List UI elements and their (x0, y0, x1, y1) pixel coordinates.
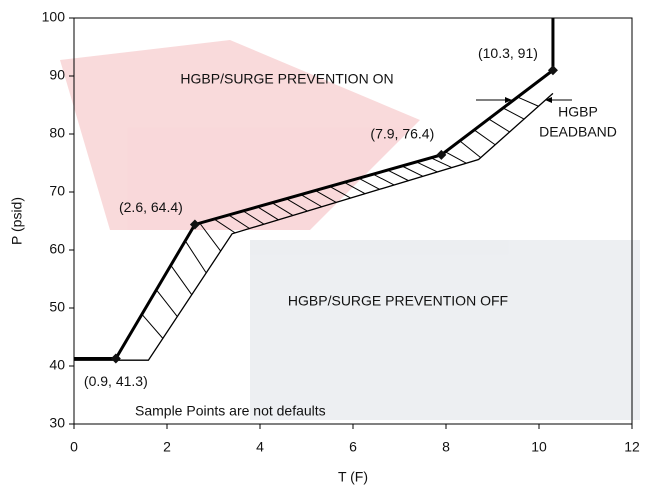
y-tick-label: 30 (49, 415, 65, 431)
hatch (473, 129, 496, 146)
x-tick-label: 10 (531, 439, 547, 455)
y-tick-label: 70 (49, 183, 65, 199)
annotation: DEADBAND (539, 124, 617, 140)
data-point (110, 353, 121, 364)
point-label: (2.6, 64.4) (119, 199, 183, 215)
hatch (430, 157, 453, 169)
arrowhead (545, 97, 552, 103)
point-label: (10.3, 91) (478, 45, 538, 61)
x-tick-label: 12 (624, 439, 640, 455)
x-tick-label: 6 (349, 439, 357, 455)
y-tick-label: 80 (49, 125, 65, 141)
annotation: Sample Points are not defaults (135, 403, 326, 419)
hatch (228, 214, 250, 229)
data-point (436, 149, 447, 160)
y-tick-label: 100 (42, 9, 66, 25)
point-label: (0.9, 41.3) (84, 373, 148, 389)
y-tick-label: 40 (49, 357, 65, 373)
annotation: HGBP/SURGE PREVENTION OFF (288, 293, 508, 309)
hatch (300, 194, 323, 208)
hatch (155, 289, 178, 317)
hatch (271, 202, 294, 216)
hatch (286, 198, 308, 212)
watermark-shape (60, 40, 420, 230)
x-axis-label: T (F) (338, 469, 368, 485)
hatch (315, 190, 337, 203)
annotation: HGBP/SURGE PREVENTION ON (180, 71, 393, 87)
hatch (242, 210, 265, 225)
hatch (199, 222, 222, 252)
watermark-shape (250, 240, 640, 420)
hatch (401, 165, 424, 177)
boundary-line (74, 18, 555, 360)
annotation: HGBP (558, 104, 598, 120)
y-tick-label: 90 (49, 67, 65, 83)
watermark (60, 40, 640, 420)
arrowhead (505, 97, 512, 103)
y-axis-label: P (psid) (9, 197, 25, 245)
x-tick-label: 2 (163, 439, 171, 455)
hatch (387, 169, 409, 182)
hatch (502, 107, 525, 120)
y-tick-label: 60 (49, 241, 65, 257)
x-tick-label: 8 (442, 439, 450, 455)
data-point (547, 65, 558, 76)
hatch (358, 177, 380, 190)
y-tick-label: 50 (49, 299, 65, 315)
hatch (459, 140, 482, 158)
hatch (445, 151, 467, 164)
boundary-line (74, 92, 554, 361)
hatch (488, 118, 510, 133)
point-label: (7.9, 76.4) (370, 126, 434, 142)
hatch (517, 96, 539, 107)
hatch (372, 173, 395, 186)
x-tick-label: 4 (256, 439, 264, 455)
hatch (257, 206, 279, 221)
data-point (189, 219, 200, 230)
x-tick-label: 0 (70, 439, 78, 455)
hatch (170, 265, 193, 296)
hatch (213, 218, 236, 234)
hatch (329, 185, 351, 199)
hatch (416, 161, 438, 173)
hatch (141, 313, 164, 339)
deadband-arrows (476, 97, 572, 103)
hatch (343, 181, 366, 195)
hatch (184, 240, 207, 274)
